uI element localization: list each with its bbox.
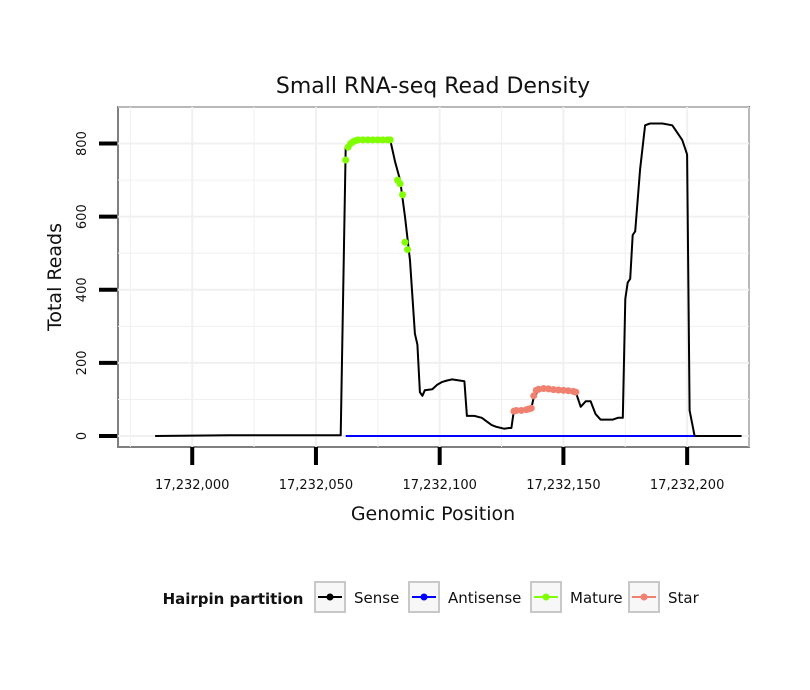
legend-title: Hairpin partition (163, 590, 304, 608)
series-layer (155, 122, 742, 437)
axes: 17,232,000 17,232,050 17,232,100 17,232,150… (75, 131, 724, 493)
x-tick-label: 17,232,150 (526, 478, 600, 493)
data-point-mature (404, 246, 412, 254)
series-mature (342, 136, 412, 254)
legend-key-point (542, 593, 550, 601)
data-point-mature (399, 191, 407, 199)
data-point-star (512, 406, 520, 414)
series-line-sense (155, 122, 742, 437)
data-point-mature (386, 136, 394, 144)
data-point-mature (379, 136, 387, 144)
legend-label-sense: Sense (354, 589, 399, 607)
data-point-star (530, 392, 538, 400)
legend-key-point (326, 593, 334, 601)
y-tick-label: 800 (75, 131, 90, 156)
data-point-mature (342, 156, 350, 164)
y-tick-label: 200 (75, 350, 90, 375)
x-axis-title: Genomic Position (351, 503, 515, 525)
data-point-mature (359, 136, 367, 144)
x-tick-label: 17,232,200 (650, 478, 724, 493)
legend-label-mature: Mature (570, 589, 623, 607)
data-point-mature (354, 136, 362, 144)
data-point-star (572, 388, 580, 396)
x-tick-label: 17,232,050 (279, 478, 353, 493)
x-tick-label: 17,232,000 (155, 478, 229, 493)
legend-key-point (420, 593, 428, 601)
legend-label-antisense: Antisense (448, 589, 521, 607)
y-axis-title: Total Reads (44, 223, 66, 332)
data-point-mature (364, 136, 372, 144)
data-point-mature (401, 238, 409, 246)
y-tick-label: 400 (75, 277, 90, 302)
series-sense (155, 122, 742, 437)
series-star (510, 385, 580, 415)
data-point-mature (369, 136, 377, 144)
legend-key-point (640, 593, 648, 601)
data-point-mature (374, 136, 382, 144)
y-tick-label: 600 (75, 204, 90, 229)
legend: Hairpin partition Sense Antisense Mature St… (163, 581, 700, 613)
plot-panel (117, 106, 750, 448)
data-point-mature (396, 180, 404, 188)
x-tick-label: 17,232,100 (402, 478, 476, 493)
chart-title: Small RNA-seq Read Density (276, 74, 590, 99)
legend-label-star: Star (668, 589, 700, 607)
y-tick-label: 0 (75, 432, 90, 440)
data-point-star (527, 404, 535, 412)
